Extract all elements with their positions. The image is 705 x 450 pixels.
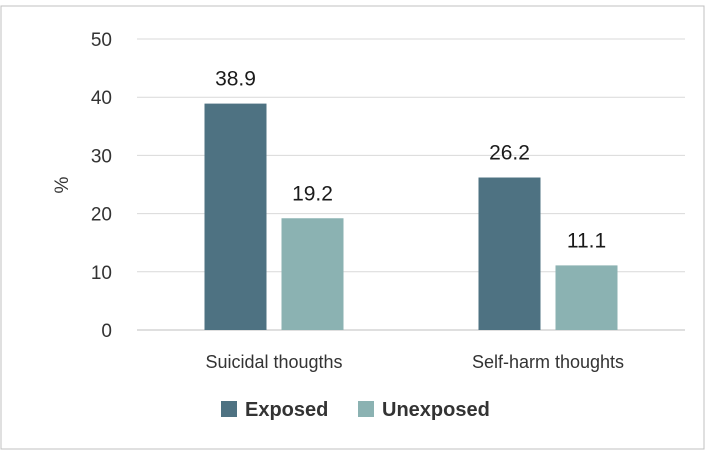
legend-label-unexposed: Unexposed [382,399,490,421]
x-axis-categories: Suicidal thougths Self-harm thoughts [205,352,624,372]
y-tick-label: 40 [91,88,112,109]
legend-label-exposed: Exposed [245,399,328,421]
data-label: 26.2 [489,142,530,165]
y-tick-label: 30 [91,146,112,167]
legend: Exposed Unexposed [221,399,490,421]
data-label: 19.2 [292,182,333,205]
data-label: 11.1 [567,229,606,252]
y-tick-label: 0 [101,321,112,342]
y-tick-label: 10 [91,263,112,284]
bars [204,103,618,331]
y-axis-ticks: 0 10 20 30 40 50 [91,30,112,342]
x-category-label: Suicidal thougths [205,352,342,372]
data-labels: 38.9 19.2 26.2 11.1 [215,68,606,253]
bar-exposed-1 [204,103,267,331]
x-category-label: Self-harm thoughts [472,352,624,372]
bar-unexposed-2 [555,265,618,330]
chart-border [0,5,705,450]
bar-unexposed-1 [281,218,344,330]
legend-swatch-exposed [221,401,237,417]
y-tick-label: 20 [91,205,112,226]
y-axis-label: % [52,176,73,193]
y-tick-label: 50 [91,30,112,51]
legend-swatch-unexposed [358,401,374,417]
bar-exposed-2 [478,177,541,330]
data-label: 38.9 [215,68,256,91]
